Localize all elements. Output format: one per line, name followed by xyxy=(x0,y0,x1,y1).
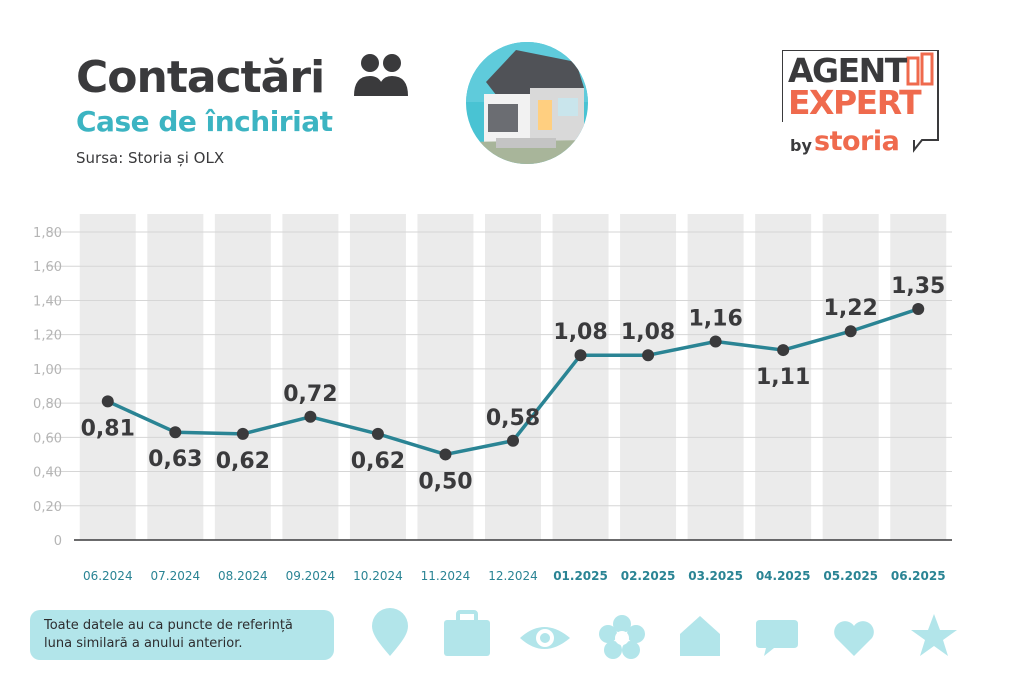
data-point xyxy=(371,427,384,440)
data-point xyxy=(169,426,182,439)
x-tick-label: 12.2024 xyxy=(488,569,538,583)
footnote-line-1: Toate datele au ca puncte de referință xyxy=(44,618,293,633)
x-tick-label: 03.2025 xyxy=(688,569,743,583)
data-point xyxy=(642,349,655,362)
data-point xyxy=(844,325,857,338)
data-label: 1,16 xyxy=(688,307,742,332)
data-source: Sursa: Storia și OLX xyxy=(76,149,225,167)
eye-icon xyxy=(520,627,570,649)
y-tick-label: 0,40 xyxy=(33,466,62,481)
data-label: 0,72 xyxy=(283,382,337,407)
y-tick-label: 0,60 xyxy=(33,431,62,446)
x-tick-label: 06.2024 xyxy=(83,569,133,583)
x-tick-label: 06.2025 xyxy=(891,569,946,583)
data-label: 1,11 xyxy=(756,365,810,390)
data-point xyxy=(101,395,114,408)
data-label: 0,63 xyxy=(148,447,202,472)
data-point xyxy=(574,349,587,362)
y-tick-label: 0,20 xyxy=(33,500,62,515)
data-label: 1,35 xyxy=(891,274,945,299)
column-band xyxy=(214,214,271,540)
y-tick-label: 1,60 xyxy=(33,260,62,275)
page-title: Contactări xyxy=(76,52,325,103)
page-subtitle: Case de închiriat xyxy=(76,105,333,138)
data-point xyxy=(236,427,249,440)
logo-expert-text: EXPERT xyxy=(788,83,922,122)
x-tick-label: 05.2025 xyxy=(823,569,878,583)
location-pin-icon xyxy=(372,608,408,656)
logo-storia-text: storia xyxy=(814,126,900,157)
column-band xyxy=(349,214,406,540)
data-label: 1,22 xyxy=(824,296,878,321)
column-band xyxy=(687,214,744,540)
data-label: 0,50 xyxy=(418,469,472,494)
star-icon xyxy=(911,614,957,656)
house-icon xyxy=(680,616,720,656)
logo-by-text: by xyxy=(790,136,812,155)
footnote-line-2: luna similară a anului anterior. xyxy=(44,636,243,651)
data-label: 1,08 xyxy=(621,320,675,345)
data-label: 0,62 xyxy=(351,449,405,474)
speech-bubble-icon xyxy=(756,620,798,656)
column-band xyxy=(282,214,339,540)
column-band xyxy=(417,214,474,540)
column-band xyxy=(822,214,879,540)
data-point xyxy=(777,344,790,357)
data-point xyxy=(439,448,452,461)
column-band xyxy=(755,214,812,540)
data-label: 1,08 xyxy=(553,320,607,345)
data-label: 0,58 xyxy=(486,406,540,431)
data-label: 0,62 xyxy=(216,449,270,474)
footnote-box: Toate datele au ca puncte de referință l… xyxy=(30,610,334,660)
flower-icon xyxy=(599,615,645,659)
y-tick-label: 1,40 xyxy=(33,294,62,309)
column-band xyxy=(620,214,677,540)
house-photo xyxy=(466,42,588,164)
data-point xyxy=(912,303,925,315)
data-label: 0,81 xyxy=(81,416,135,441)
column-band xyxy=(890,214,947,540)
x-tick-label: 01.2025 xyxy=(553,569,608,583)
decorative-icon-row xyxy=(372,608,957,659)
column-band xyxy=(147,214,204,540)
column-band xyxy=(552,214,609,540)
x-tick-label: 02.2025 xyxy=(621,569,676,583)
column-band xyxy=(485,214,541,540)
y-tick-label: 0 xyxy=(54,534,62,549)
agent-expert-logo: AGENT EXPERT by storia xyxy=(782,50,942,160)
data-point xyxy=(304,410,317,423)
x-tick-label: 09.2024 xyxy=(286,569,336,583)
y-tick-label: 1,20 xyxy=(33,329,62,344)
x-tick-label: 07.2024 xyxy=(150,569,200,583)
y-tick-label: 1,80 xyxy=(33,226,62,241)
x-tick-label: 11.2024 xyxy=(421,569,471,583)
column-band xyxy=(79,214,136,540)
x-tick-label: 10.2024 xyxy=(353,569,403,583)
people-icon xyxy=(354,54,408,96)
x-tick-label: 04.2025 xyxy=(756,569,811,583)
y-tick-label: 0,80 xyxy=(33,397,62,412)
logo-agent-text: AGENT xyxy=(788,51,907,90)
data-point xyxy=(709,335,722,348)
line-chart: 0 0,20 0,40 0,60 0,80 1,00 1,20 1,40 1,60 1,80 06.… xyxy=(33,214,952,583)
y-tick-label: 1,00 xyxy=(33,363,62,378)
heart-icon xyxy=(834,621,874,656)
briefcase-icon xyxy=(444,610,490,656)
x-tick-label: 08.2024 xyxy=(218,569,268,583)
data-point xyxy=(507,434,519,447)
